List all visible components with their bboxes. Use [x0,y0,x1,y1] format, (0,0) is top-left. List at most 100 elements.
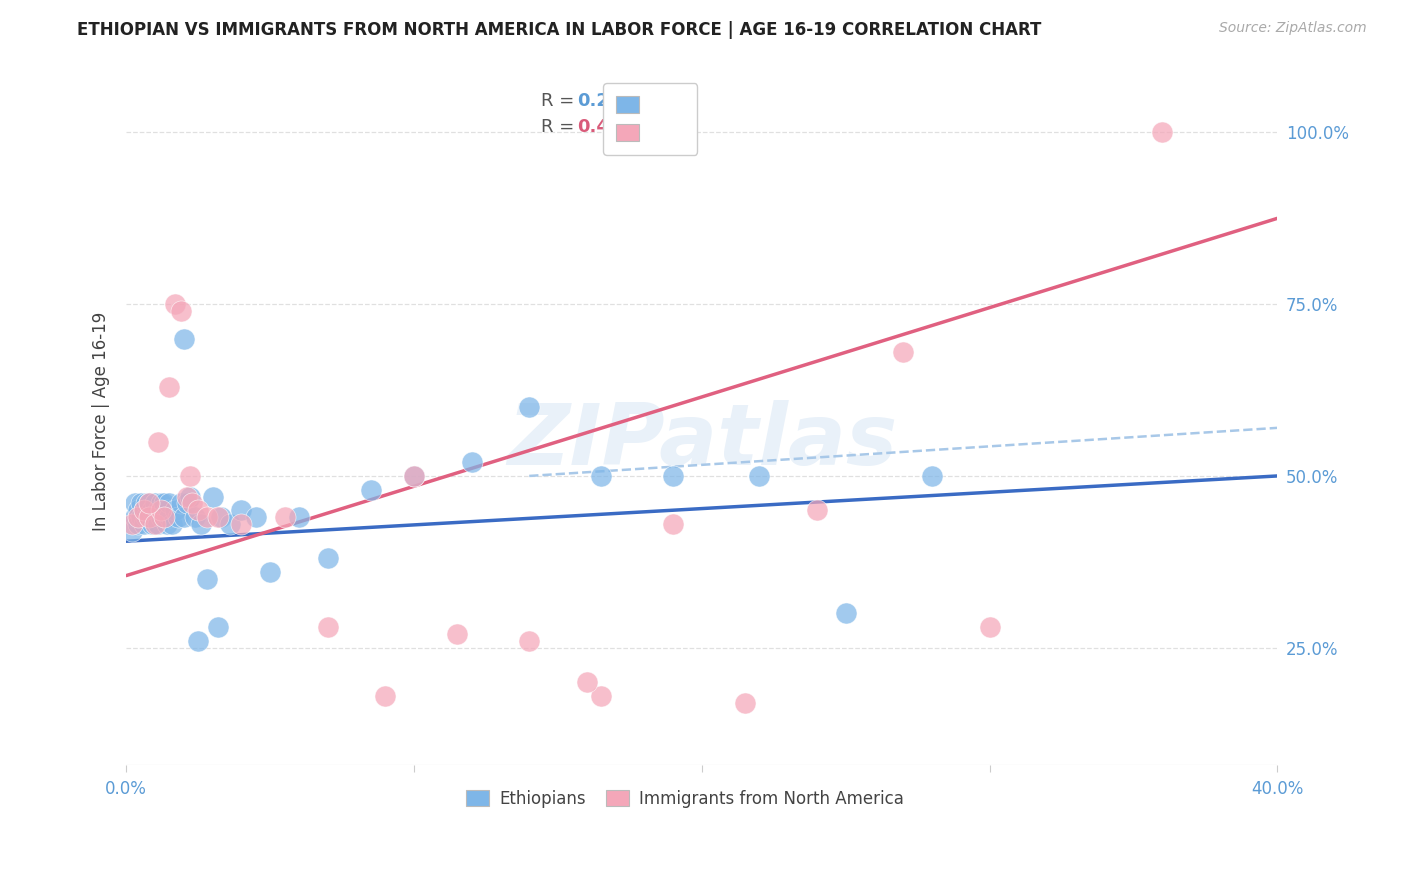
Point [179,490,201,504]
Point [231,503,253,517]
Point [159,496,181,510]
Point [138,510,160,524]
Text: 57: 57 [671,93,696,111]
Point [149,510,172,524]
Point [316,620,339,634]
Point [162,516,184,531]
Point [591,689,613,703]
Point [159,510,181,524]
Point [184,510,207,524]
Point [1152,125,1174,139]
Point [187,503,209,517]
Point [152,510,174,524]
Point [404,469,426,483]
Point [152,510,174,524]
Text: 0.466: 0.466 [578,118,634,136]
Point [259,565,281,579]
Text: 33: 33 [671,118,696,136]
Point [149,503,172,517]
Point [591,469,613,483]
Point [143,496,166,510]
Point [132,516,155,531]
Point [135,496,157,510]
Point [121,516,143,531]
Point [245,510,267,524]
Point [146,516,169,531]
Point [155,516,177,531]
Point [288,510,311,524]
Point [404,469,426,483]
Point [891,345,914,359]
Point [138,510,160,524]
Point [124,510,146,524]
Point [141,503,163,517]
Point [121,524,143,538]
Point [748,469,770,483]
Text: Source: ZipAtlas.com: Source: ZipAtlas.com [1219,21,1367,36]
Point [146,503,169,517]
Point [734,696,756,710]
Point [167,510,190,524]
Text: R =: R = [541,93,579,111]
Point [195,510,218,524]
Point [517,401,540,415]
Point [806,503,828,517]
Point [209,510,232,524]
Point [143,510,166,524]
Point [179,469,201,483]
Point [165,503,187,517]
Point [575,675,598,690]
Point [138,496,160,510]
Point [170,304,193,318]
Point [460,455,482,469]
Point [446,627,468,641]
Point [517,633,540,648]
Point [170,496,193,510]
Point [155,503,177,517]
Point [141,516,163,531]
Point [835,607,858,621]
Point [207,510,229,524]
Point [143,516,166,531]
Point [176,496,198,510]
Point [207,620,229,634]
Legend: Ethiopians, Immigrants from North America: Ethiopians, Immigrants from North Americ… [458,783,910,814]
Point [195,572,218,586]
Point [374,689,396,703]
Text: ZIPatlas: ZIPatlas [506,401,897,483]
Point [165,297,187,311]
Point [159,379,181,393]
Point [135,510,157,524]
Point [219,516,242,531]
Point [173,510,195,524]
Text: N =: N = [627,93,679,111]
Y-axis label: In Labor Force | Age 16-19: In Labor Force | Age 16-19 [93,311,110,531]
Point [132,503,155,517]
Text: N =: N = [627,118,679,136]
Point [181,496,204,510]
Point [187,633,209,648]
Point [132,503,155,517]
Point [152,496,174,510]
Text: 0.232: 0.232 [578,93,634,111]
Point [921,469,943,483]
Point [127,510,149,524]
Point [190,516,212,531]
Point [360,483,382,497]
Point [176,490,198,504]
Point [124,496,146,510]
Point [149,496,172,510]
Point [201,490,224,504]
Text: ETHIOPIAN VS IMMIGRANTS FROM NORTH AMERICA IN LABOR FORCE | AGE 16-19 CORRELATIO: ETHIOPIAN VS IMMIGRANTS FROM NORTH AMERI… [77,21,1042,39]
Point [129,496,152,510]
Point [173,332,195,346]
Point [231,516,253,531]
Point [316,551,339,566]
Point [138,496,160,510]
Point [662,516,685,531]
Point [146,434,169,449]
Point [129,510,152,524]
Point [127,503,149,517]
Point [273,510,295,524]
Point [979,620,1001,634]
